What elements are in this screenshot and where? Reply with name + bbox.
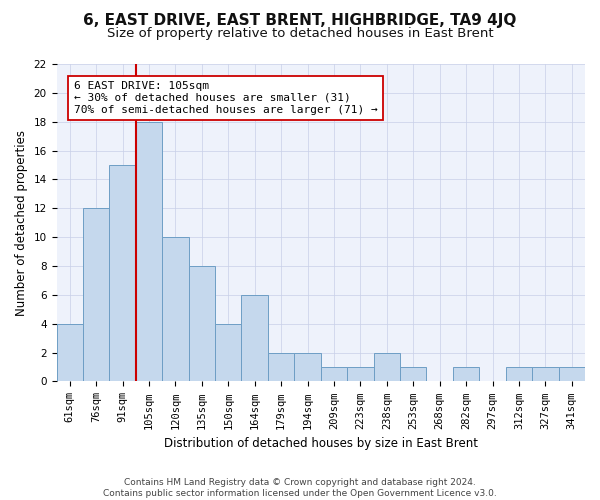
Y-axis label: Number of detached properties: Number of detached properties xyxy=(15,130,28,316)
Bar xyxy=(374,352,400,382)
Bar xyxy=(321,367,347,382)
Bar xyxy=(162,237,188,382)
Bar xyxy=(83,208,109,382)
Bar xyxy=(295,352,321,382)
Bar xyxy=(136,122,162,382)
Bar xyxy=(188,266,215,382)
Bar xyxy=(268,352,295,382)
Bar xyxy=(215,324,241,382)
Bar xyxy=(506,367,532,382)
Bar xyxy=(453,367,479,382)
Bar xyxy=(532,367,559,382)
Bar xyxy=(56,324,83,382)
Bar xyxy=(347,367,374,382)
Bar xyxy=(559,367,585,382)
Text: 6, EAST DRIVE, EAST BRENT, HIGHBRIDGE, TA9 4JQ: 6, EAST DRIVE, EAST BRENT, HIGHBRIDGE, T… xyxy=(83,12,517,28)
Text: 6 EAST DRIVE: 105sqm
← 30% of detached houses are smaller (31)
70% of semi-detac: 6 EAST DRIVE: 105sqm ← 30% of detached h… xyxy=(74,82,377,114)
Bar xyxy=(241,295,268,382)
X-axis label: Distribution of detached houses by size in East Brent: Distribution of detached houses by size … xyxy=(164,437,478,450)
Bar xyxy=(109,165,136,382)
Bar xyxy=(400,367,427,382)
Text: Size of property relative to detached houses in East Brent: Size of property relative to detached ho… xyxy=(107,28,493,40)
Text: Contains HM Land Registry data © Crown copyright and database right 2024.
Contai: Contains HM Land Registry data © Crown c… xyxy=(103,478,497,498)
